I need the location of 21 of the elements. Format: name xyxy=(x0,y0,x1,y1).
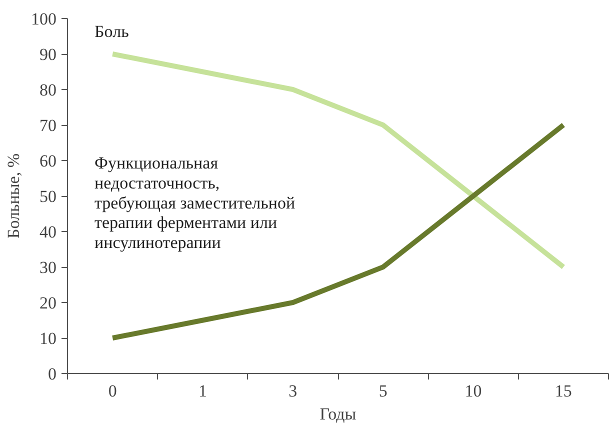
text: Функциональная недостаточность, требующая заместительной терапии ферментами или инсулинотерапии xyxy=(94,153,296,252)
y-tick-label: 80 xyxy=(40,80,56,100)
y-tick-label: 90 xyxy=(40,45,56,64)
y-tick-label: 100 xyxy=(31,10,56,28)
y-tick-label: 30 xyxy=(40,258,56,277)
series-label: Боль xyxy=(94,22,130,42)
y-axis-title: Больные, % xyxy=(4,154,23,238)
y-tick-label: 40 xyxy=(40,222,56,242)
x-axis-title: Годы xyxy=(320,404,357,424)
y-tick-label: 0 xyxy=(48,364,56,384)
y-tick-label: 50 xyxy=(40,187,56,206)
x-tick-label: 1 xyxy=(198,382,207,400)
x-tick-label: 0 xyxy=(108,382,117,400)
y-tick-label: 20 xyxy=(40,294,56,312)
y-tick-label: 10 xyxy=(40,329,56,348)
y-tick-label: 70 xyxy=(40,116,56,135)
x-tick-label: 3 xyxy=(288,382,298,400)
x-tick-label: 10 xyxy=(464,382,482,400)
x-tick-label: 15 xyxy=(554,382,572,400)
y-tick-label: 60 xyxy=(40,152,56,170)
x-tick-label: 5 xyxy=(378,382,388,400)
